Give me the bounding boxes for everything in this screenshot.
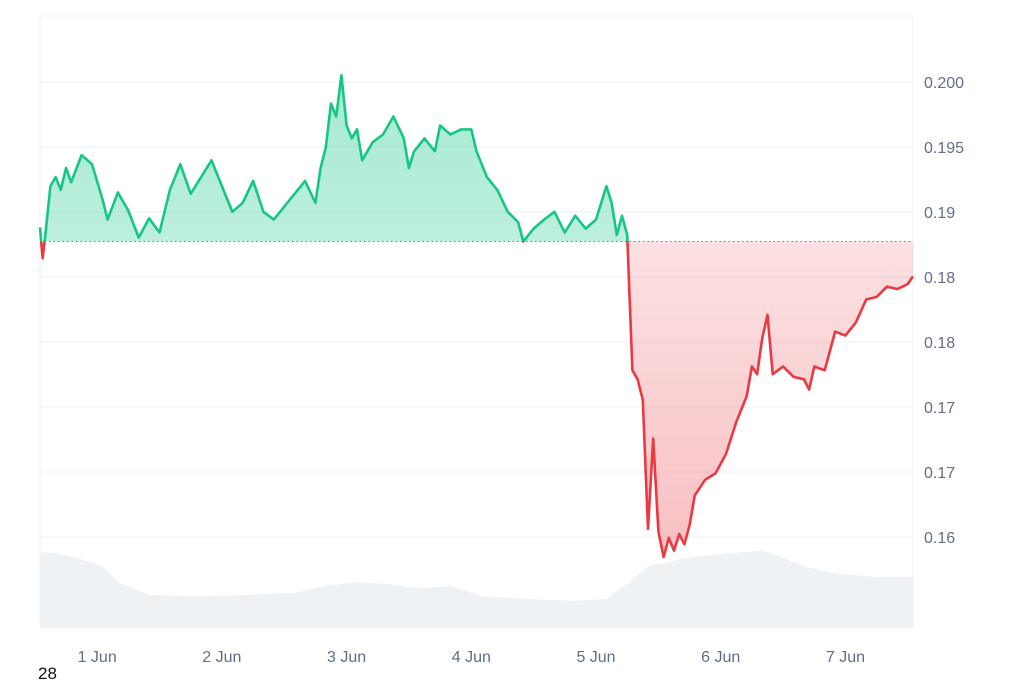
y-tick-label: 0.195: [924, 140, 964, 157]
y-tick-label: 0.17: [924, 465, 955, 482]
price-area-up: [40, 75, 628, 242]
x-tick-label: 7 Jun: [826, 649, 865, 666]
x-axis-ticks: 1 Jun 2 Jun 3 Jun 4 Jun 5 Jun 6 Jun 7 Jun: [78, 649, 865, 666]
x-tick-label: 2 Jun: [202, 649, 241, 666]
y-tick-label: 0.19: [924, 205, 955, 222]
y-tick-label: 0.200: [924, 75, 964, 92]
x-tick-label: 6 Jun: [701, 649, 740, 666]
price-line-down: [39, 241, 915, 559]
x-tick-label: 3 Jun: [327, 649, 366, 666]
x-tick-label: 5 Jun: [576, 649, 615, 666]
price-area-down: [40, 241, 913, 558]
x-tick-label: 1 Jun: [78, 649, 117, 666]
y-tick-label: 0.16: [924, 530, 955, 547]
x-tick-label: 4 Jun: [452, 649, 491, 666]
y-tick-label: 0.18: [924, 270, 955, 287]
y-tick-label: 0.17: [924, 400, 955, 417]
y-tick-label: 0.18: [924, 335, 955, 352]
corner-label: 28: [38, 664, 57, 683]
volume-area: [40, 550, 913, 628]
price-line-up: [38, 74, 629, 242]
y-axis-ticks: 0.200 0.195 0.19 0.18 0.18 0.17 0.17 0.16: [924, 75, 964, 547]
